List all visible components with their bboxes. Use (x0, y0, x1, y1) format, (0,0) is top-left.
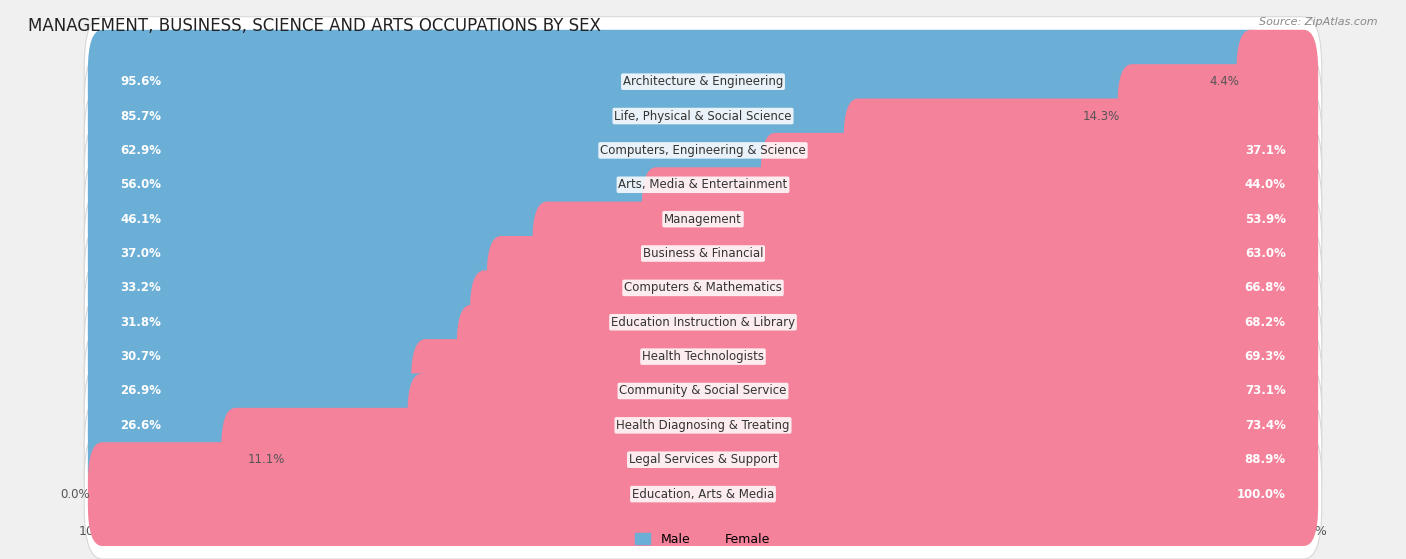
Text: 26.9%: 26.9% (121, 385, 162, 397)
FancyBboxPatch shape (84, 429, 1322, 559)
Text: Health Diagnosing & Treating: Health Diagnosing & Treating (616, 419, 790, 432)
FancyBboxPatch shape (533, 202, 1319, 305)
Text: 95.6%: 95.6% (121, 75, 162, 88)
Text: 100.0%: 100.0% (1237, 487, 1285, 501)
Text: Life, Physical & Social Science: Life, Physical & Social Science (614, 110, 792, 122)
Text: 62.9%: 62.9% (121, 144, 162, 157)
FancyBboxPatch shape (84, 17, 1322, 146)
Text: Architecture & Engineering: Architecture & Engineering (623, 75, 783, 88)
FancyBboxPatch shape (486, 236, 1319, 340)
Text: Education Instruction & Library: Education Instruction & Library (612, 316, 794, 329)
Text: 63.0%: 63.0% (1244, 247, 1285, 260)
Legend: Male, Female: Male, Female (630, 528, 776, 551)
FancyBboxPatch shape (1118, 64, 1319, 168)
FancyBboxPatch shape (87, 133, 790, 236)
FancyBboxPatch shape (457, 305, 1319, 409)
FancyBboxPatch shape (87, 167, 671, 271)
Text: 4.4%: 4.4% (1209, 75, 1239, 88)
Text: 30.7%: 30.7% (121, 350, 162, 363)
Text: 37.1%: 37.1% (1244, 144, 1285, 157)
Text: 11.1%: 11.1% (247, 453, 285, 466)
Text: 56.0%: 56.0% (121, 178, 162, 191)
Text: 31.8%: 31.8% (121, 316, 162, 329)
FancyBboxPatch shape (84, 154, 1322, 284)
Text: 44.0%: 44.0% (1244, 178, 1285, 191)
Text: Business & Financial: Business & Financial (643, 247, 763, 260)
FancyBboxPatch shape (221, 408, 1319, 511)
FancyBboxPatch shape (84, 326, 1322, 456)
Text: 73.4%: 73.4% (1244, 419, 1285, 432)
FancyBboxPatch shape (87, 373, 436, 477)
FancyBboxPatch shape (84, 86, 1322, 215)
FancyBboxPatch shape (87, 236, 516, 340)
Text: Health Technologists: Health Technologists (643, 350, 763, 363)
FancyBboxPatch shape (84, 361, 1322, 490)
Text: 33.2%: 33.2% (121, 281, 162, 295)
FancyBboxPatch shape (87, 442, 1319, 546)
FancyBboxPatch shape (761, 133, 1319, 236)
FancyBboxPatch shape (844, 98, 1319, 202)
Text: Management: Management (664, 212, 742, 226)
Text: 69.3%: 69.3% (1244, 350, 1285, 363)
FancyBboxPatch shape (84, 188, 1322, 319)
Text: 68.2%: 68.2% (1244, 316, 1285, 329)
Text: 66.8%: 66.8% (1244, 281, 1285, 295)
Text: Computers & Mathematics: Computers & Mathematics (624, 281, 782, 295)
FancyBboxPatch shape (87, 30, 1265, 134)
Text: Source: ZipAtlas.com: Source: ZipAtlas.com (1260, 17, 1378, 27)
Text: 26.6%: 26.6% (121, 419, 162, 432)
FancyBboxPatch shape (84, 223, 1322, 353)
FancyBboxPatch shape (87, 202, 561, 305)
Text: 53.9%: 53.9% (1244, 212, 1285, 226)
Text: Arts, Media & Entertainment: Arts, Media & Entertainment (619, 178, 787, 191)
FancyBboxPatch shape (641, 167, 1319, 271)
FancyBboxPatch shape (87, 98, 872, 202)
FancyBboxPatch shape (84, 395, 1322, 525)
Text: 0.0%: 0.0% (60, 487, 90, 501)
FancyBboxPatch shape (408, 373, 1319, 477)
Text: 46.1%: 46.1% (121, 212, 162, 226)
FancyBboxPatch shape (411, 339, 1319, 443)
FancyBboxPatch shape (87, 271, 499, 374)
FancyBboxPatch shape (84, 120, 1322, 250)
Text: 88.9%: 88.9% (1244, 453, 1285, 466)
FancyBboxPatch shape (87, 339, 440, 443)
Text: 37.0%: 37.0% (121, 247, 162, 260)
FancyBboxPatch shape (87, 305, 485, 409)
Text: Education, Arts & Media: Education, Arts & Media (631, 487, 775, 501)
Text: 14.3%: 14.3% (1083, 110, 1121, 122)
FancyBboxPatch shape (1236, 30, 1319, 134)
Text: Computers, Engineering & Science: Computers, Engineering & Science (600, 144, 806, 157)
FancyBboxPatch shape (84, 257, 1322, 387)
FancyBboxPatch shape (84, 51, 1322, 181)
FancyBboxPatch shape (84, 292, 1322, 421)
Text: Community & Social Service: Community & Social Service (619, 385, 787, 397)
Text: 73.1%: 73.1% (1244, 385, 1285, 397)
Text: Legal Services & Support: Legal Services & Support (628, 453, 778, 466)
FancyBboxPatch shape (470, 271, 1319, 374)
FancyBboxPatch shape (87, 408, 250, 511)
Text: 85.7%: 85.7% (121, 110, 162, 122)
Text: MANAGEMENT, BUSINESS, SCIENCE AND ARTS OCCUPATIONS BY SEX: MANAGEMENT, BUSINESS, SCIENCE AND ARTS O… (28, 17, 600, 35)
FancyBboxPatch shape (87, 64, 1146, 168)
